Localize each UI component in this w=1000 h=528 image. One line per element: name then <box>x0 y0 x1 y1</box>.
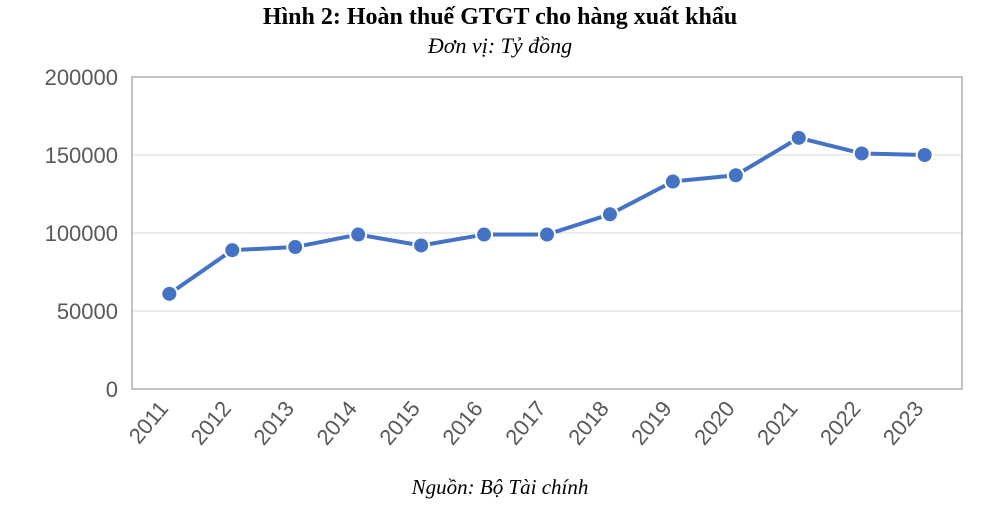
y-tick-label: 100000 <box>45 221 118 246</box>
x-tick-label: 2020 <box>689 396 740 450</box>
x-tick-label: 2011 <box>124 396 174 448</box>
data-marker <box>917 147 933 163</box>
data-marker <box>665 174 681 190</box>
x-tick-group: 2018 <box>563 396 614 450</box>
x-tick-group: 2017 <box>500 396 551 450</box>
y-tick-label: 0 <box>106 377 118 402</box>
data-marker <box>791 130 807 146</box>
line-chart: 0 50000 100000 150000 200000 2011201220132014… <box>20 65 980 475</box>
y-tick-label: 200000 <box>45 65 118 90</box>
x-tick-label: 2013 <box>248 396 299 450</box>
y-tick-label: 150000 <box>45 143 118 168</box>
data-marker <box>476 227 492 243</box>
x-tick-group: 2020 <box>689 396 740 450</box>
x-tick-label: 2023 <box>878 396 929 450</box>
x-tick-group: 2016 <box>437 396 488 450</box>
chart-subtitle: Đơn vị: Tỷ đồng <box>428 33 572 59</box>
data-marker <box>413 237 429 253</box>
data-marker <box>602 206 618 222</box>
figure-container: Hình 2: Hoàn thuế GTGT cho hàng xuất khẩ… <box>0 0 1000 528</box>
x-tick-group: 2015 <box>374 396 425 450</box>
x-tick-group: 2022 <box>815 396 866 450</box>
x-tick-label: 2018 <box>563 396 614 450</box>
x-tick-label: 2019 <box>626 396 677 450</box>
x-tick-label: 2014 <box>311 396 362 450</box>
data-marker <box>350 227 366 243</box>
data-marker <box>224 242 240 258</box>
y-tick-label: 50000 <box>57 299 118 324</box>
x-tick-group: 2013 <box>248 396 299 450</box>
x-tick-group: 2021 <box>752 396 803 450</box>
x-tick-label: 2016 <box>437 396 488 450</box>
x-tick-group: 2011 <box>124 396 174 448</box>
chart-title: Hình 2: Hoàn thuế GTGT cho hàng xuất khẩ… <box>263 4 737 31</box>
data-marker <box>728 167 744 183</box>
chart-wrap: 0 50000 100000 150000 200000 2011201220132014… <box>20 65 980 475</box>
x-tick-group: 2019 <box>626 396 677 450</box>
data-marker <box>854 145 870 161</box>
x-tick-group: 2014 <box>311 396 362 450</box>
x-tick-group: 2023 <box>878 396 929 450</box>
chart-source: Nguồn: Bộ Tài chính <box>412 475 589 500</box>
x-tick-label: 2015 <box>374 396 425 450</box>
data-marker <box>287 239 303 255</box>
data-marker <box>161 286 177 302</box>
data-marker <box>539 227 555 243</box>
x-tick-label: 2017 <box>500 396 551 450</box>
x-tick-group: 2012 <box>186 396 237 450</box>
x-tick-label: 2012 <box>186 396 237 450</box>
x-tick-label: 2021 <box>752 396 803 450</box>
x-tick-label: 2022 <box>815 396 866 450</box>
